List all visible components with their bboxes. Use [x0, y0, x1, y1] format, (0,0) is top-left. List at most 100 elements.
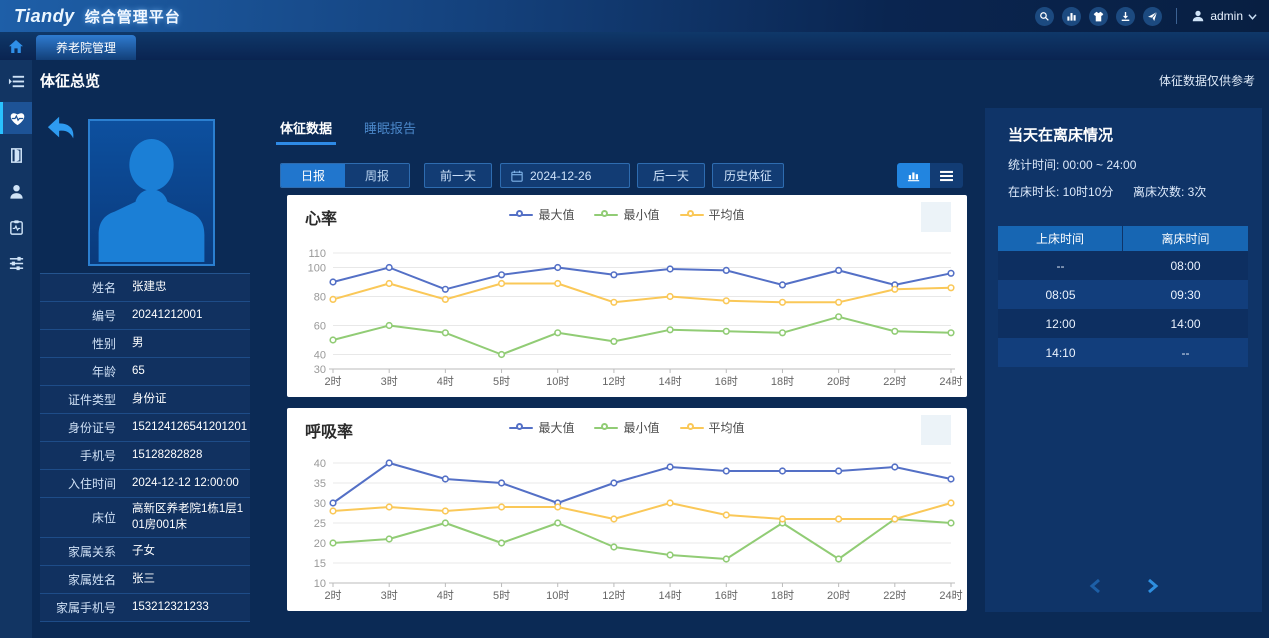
tab-sleep-report[interactable]: 睡眠报告	[364, 121, 417, 136]
legend-item[interactable]: 平均值	[679, 206, 745, 223]
weekly-report-button[interactable]: 周报	[345, 164, 409, 187]
data-point[interactable]	[835, 515, 843, 523]
data-point[interactable]	[835, 313, 843, 321]
data-point[interactable]	[497, 279, 506, 288]
date-picker[interactable]: 2024-12-26	[500, 163, 630, 188]
home-button[interactable]	[0, 32, 32, 60]
legend-item[interactable]: 最大值	[509, 206, 574, 223]
data-point[interactable]	[722, 467, 730, 475]
data-point[interactable]	[610, 543, 618, 551]
data-point[interactable]	[441, 295, 449, 303]
sidebar-item-rooms[interactable]	[0, 140, 32, 170]
back-button[interactable]	[46, 114, 76, 142]
download-button[interactable]	[1116, 6, 1136, 26]
data-point[interactable]	[947, 284, 955, 292]
data-point[interactable]	[441, 519, 449, 527]
next-page-button[interactable]	[1146, 578, 1160, 594]
data-point[interactable]	[722, 555, 730, 563]
data-point[interactable]	[947, 499, 955, 507]
tab-nursing-home-management[interactable]: 养老院管理	[36, 35, 137, 60]
legend-item[interactable]: 最小值	[594, 206, 660, 223]
data-point[interactable]	[778, 515, 787, 523]
legend-item[interactable]: 最大值	[509, 419, 574, 436]
data-point[interactable]	[722, 511, 730, 519]
data-point[interactable]	[947, 475, 955, 483]
data-point[interactable]	[554, 503, 562, 511]
tab-vital-data[interactable]: 体征数据	[275, 118, 337, 145]
data-point[interactable]	[441, 329, 449, 337]
data-point[interactable]	[947, 269, 955, 277]
data-point[interactable]	[497, 271, 506, 279]
data-point[interactable]	[610, 298, 618, 306]
legend-item[interactable]: 平均值	[679, 419, 745, 436]
chart-view-button[interactable]	[897, 163, 930, 188]
data-point[interactable]	[835, 467, 843, 475]
data-point[interactable]	[385, 263, 393, 272]
apparel-button[interactable]	[1089, 6, 1109, 26]
data-point[interactable]	[441, 507, 449, 515]
data-point[interactable]	[778, 329, 787, 337]
data-point[interactable]	[666, 463, 674, 471]
sidebar-item-vitals[interactable]	[0, 102, 32, 134]
data-point[interactable]	[610, 479, 618, 487]
data-point[interactable]	[385, 279, 393, 288]
data-point[interactable]	[835, 298, 843, 306]
daily-report-button[interactable]: 日报	[281, 164, 345, 187]
data-point[interactable]	[610, 515, 618, 523]
data-point[interactable]	[385, 459, 393, 467]
data-point[interactable]	[610, 337, 618, 345]
prev-page-button[interactable]	[1088, 578, 1102, 594]
data-point[interactable]	[891, 463, 899, 471]
user-menu[interactable]: admin	[1191, 9, 1257, 23]
data-point[interactable]	[497, 539, 506, 547]
history-vitals-button[interactable]: 历史体征	[712, 163, 784, 188]
data-point[interactable]	[947, 329, 955, 337]
data-point[interactable]	[441, 475, 449, 483]
data-point[interactable]	[329, 507, 337, 515]
legend-item[interactable]: 最小值	[594, 419, 660, 436]
data-point[interactable]	[385, 503, 393, 511]
data-point[interactable]	[891, 515, 899, 523]
data-point[interactable]	[778, 467, 787, 475]
data-point[interactable]	[329, 278, 337, 286]
data-point[interactable]	[329, 295, 337, 303]
data-point[interactable]	[554, 279, 562, 288]
sidebar-item-residents[interactable]	[0, 176, 32, 206]
data-point[interactable]	[329, 499, 337, 507]
data-point[interactable]	[835, 266, 843, 274]
data-point[interactable]	[666, 326, 674, 334]
data-point[interactable]	[947, 519, 955, 527]
data-point[interactable]	[722, 297, 730, 305]
data-point[interactable]	[666, 499, 674, 507]
data-point[interactable]	[497, 479, 506, 487]
data-point[interactable]	[722, 266, 730, 274]
data-point[interactable]	[666, 265, 674, 273]
data-point[interactable]	[554, 263, 562, 272]
data-point[interactable]	[497, 350, 506, 359]
data-point[interactable]	[385, 535, 393, 543]
prev-day-button[interactable]: 前一天	[424, 163, 492, 188]
data-point[interactable]	[385, 321, 393, 330]
data-point[interactable]	[441, 285, 449, 293]
data-point[interactable]	[891, 327, 899, 335]
data-point[interactable]	[666, 551, 674, 559]
sidebar-item-health-records[interactable]	[0, 212, 32, 242]
data-point[interactable]	[329, 539, 337, 547]
list-view-button[interactable]	[930, 163, 963, 188]
next-day-button[interactable]: 后一天	[637, 163, 705, 188]
sidebar-item-settings[interactable]	[0, 248, 32, 278]
send-button[interactable]	[1143, 6, 1163, 26]
data-point[interactable]	[329, 336, 337, 344]
data-point[interactable]	[835, 555, 843, 563]
statistics-button[interactable]	[1062, 6, 1082, 26]
data-point[interactable]	[610, 271, 618, 279]
data-point[interactable]	[554, 329, 562, 337]
data-point[interactable]	[497, 503, 506, 511]
search-button[interactable]	[1035, 6, 1055, 26]
data-point[interactable]	[891, 285, 899, 293]
data-point[interactable]	[666, 292, 674, 301]
data-point[interactable]	[722, 327, 730, 335]
data-point[interactable]	[778, 281, 787, 289]
sidebar-item-menu[interactable]	[0, 66, 32, 96]
data-point[interactable]	[778, 298, 787, 306]
